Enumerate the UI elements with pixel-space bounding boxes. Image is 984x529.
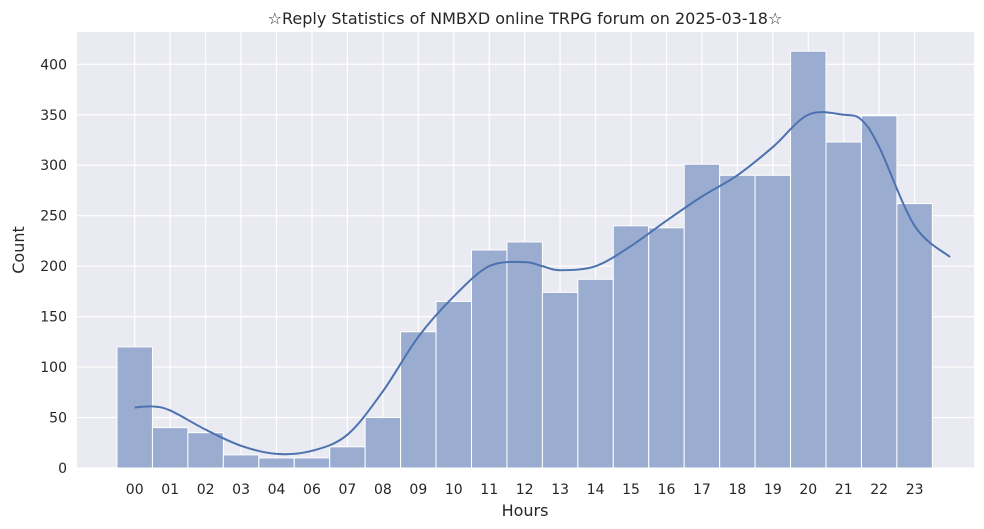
- chart-title: ☆Reply Statistics of NMBXD online TRPG f…: [268, 9, 783, 28]
- bar-23: [896, 203, 933, 469]
- x-tick-label: 08: [374, 482, 392, 498]
- x-tick-label: 03: [232, 482, 250, 498]
- y-tick-label: 350: [40, 108, 67, 124]
- y-tick-label: 50: [49, 411, 67, 427]
- bar-02: [187, 432, 224, 469]
- x-tick-label: 09: [409, 482, 427, 498]
- x-tick-label: 14: [587, 482, 605, 498]
- x-tick-label: 23: [906, 482, 924, 498]
- bar-13: [541, 291, 579, 469]
- x-tick-label: 22: [870, 482, 888, 498]
- x-tick-label: 13: [551, 482, 569, 498]
- bar-14: [577, 278, 614, 469]
- x-axis-ticks: 00 01 02 03 04 06 07 08 09 10 11 12 13 14 15 16 17 18 19 20…: [126, 482, 924, 498]
- bar-18: [719, 174, 756, 469]
- x-tick-label: 04: [268, 482, 286, 498]
- bar-20: [790, 50, 827, 469]
- bar-15: [612, 225, 650, 469]
- bar-01: [151, 427, 189, 469]
- x-tick-label: 21: [835, 482, 853, 498]
- x-tick-label: 16: [658, 482, 676, 498]
- bar-22: [860, 115, 898, 469]
- bar-11: [471, 249, 508, 469]
- bar-07: [329, 446, 366, 469]
- bar-19: [754, 174, 792, 469]
- x-tick-label: 07: [339, 482, 357, 498]
- y-tick-label: 200: [40, 259, 67, 275]
- x-tick-label: 20: [799, 482, 817, 498]
- y-tick-label: 400: [40, 57, 67, 73]
- bar-17: [683, 163, 721, 469]
- bar-06: [293, 457, 331, 469]
- x-tick-label: 15: [622, 482, 640, 498]
- x-tick-label: 02: [197, 482, 215, 498]
- y-tick-label: 150: [40, 310, 67, 326]
- x-tick-label: 01: [161, 482, 179, 498]
- bar-09: [400, 331, 437, 469]
- x-tick-label: 11: [480, 482, 498, 498]
- y-axis-ticks: 0 50 100 150 200 250 300 350 400: [40, 57, 67, 477]
- bar-10: [435, 300, 472, 469]
- y-tick-label: 300: [40, 158, 67, 174]
- x-tick-label: 00: [126, 482, 144, 498]
- y-tick-label: 0: [58, 461, 67, 477]
- bars: [116, 50, 933, 469]
- x-tick-label: 18: [728, 482, 746, 498]
- y-tick-label: 250: [40, 209, 67, 225]
- x-tick-label: 19: [764, 482, 782, 498]
- bar-16: [648, 227, 685, 469]
- y-tick-label: 100: [40, 360, 67, 376]
- y-axis-label: Count: [9, 226, 28, 274]
- bar-21: [825, 141, 862, 469]
- x-axis-label: Hours: [502, 501, 549, 520]
- x-tick-label: 06: [303, 482, 321, 498]
- bar-03: [222, 454, 260, 469]
- x-tick-label: 17: [693, 482, 711, 498]
- bar-12: [506, 241, 543, 469]
- bar-04: [258, 457, 295, 469]
- x-tick-label: 12: [516, 482, 534, 498]
- x-tick-label: 10: [445, 482, 463, 498]
- kde-curve: [134, 111, 951, 456]
- bar-08: [364, 417, 402, 469]
